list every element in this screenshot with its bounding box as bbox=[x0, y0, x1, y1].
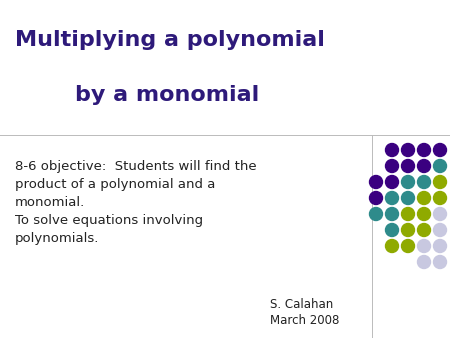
Circle shape bbox=[433, 144, 446, 156]
Circle shape bbox=[418, 240, 431, 252]
Circle shape bbox=[369, 175, 382, 189]
Circle shape bbox=[369, 192, 382, 204]
Circle shape bbox=[418, 208, 431, 220]
Circle shape bbox=[401, 208, 414, 220]
Circle shape bbox=[386, 175, 399, 189]
Circle shape bbox=[433, 240, 446, 252]
Circle shape bbox=[386, 192, 399, 204]
Text: by a monomial: by a monomial bbox=[75, 85, 259, 105]
Circle shape bbox=[418, 175, 431, 189]
Circle shape bbox=[369, 208, 382, 220]
Text: 8-6 objective:  Students will find the: 8-6 objective: Students will find the bbox=[15, 160, 256, 173]
Circle shape bbox=[401, 144, 414, 156]
Circle shape bbox=[401, 175, 414, 189]
Circle shape bbox=[418, 192, 431, 204]
Circle shape bbox=[418, 256, 431, 268]
Circle shape bbox=[433, 160, 446, 172]
Circle shape bbox=[433, 208, 446, 220]
Text: To solve equations involving: To solve equations involving bbox=[15, 214, 203, 227]
Text: polynomials.: polynomials. bbox=[15, 232, 99, 245]
Text: S. Calahan: S. Calahan bbox=[270, 298, 333, 311]
Circle shape bbox=[386, 223, 399, 237]
Circle shape bbox=[433, 192, 446, 204]
Circle shape bbox=[386, 160, 399, 172]
Circle shape bbox=[401, 192, 414, 204]
Text: March 2008: March 2008 bbox=[270, 314, 339, 327]
Circle shape bbox=[401, 240, 414, 252]
Text: monomial.: monomial. bbox=[15, 196, 85, 209]
Text: Multiplying a polynomial: Multiplying a polynomial bbox=[15, 30, 325, 50]
Circle shape bbox=[386, 144, 399, 156]
Circle shape bbox=[433, 223, 446, 237]
Circle shape bbox=[386, 240, 399, 252]
Circle shape bbox=[433, 175, 446, 189]
Circle shape bbox=[401, 223, 414, 237]
Circle shape bbox=[386, 208, 399, 220]
Circle shape bbox=[418, 144, 431, 156]
Circle shape bbox=[418, 160, 431, 172]
Text: product of a polynomial and a: product of a polynomial and a bbox=[15, 178, 216, 191]
Circle shape bbox=[401, 160, 414, 172]
Circle shape bbox=[418, 223, 431, 237]
Circle shape bbox=[433, 256, 446, 268]
